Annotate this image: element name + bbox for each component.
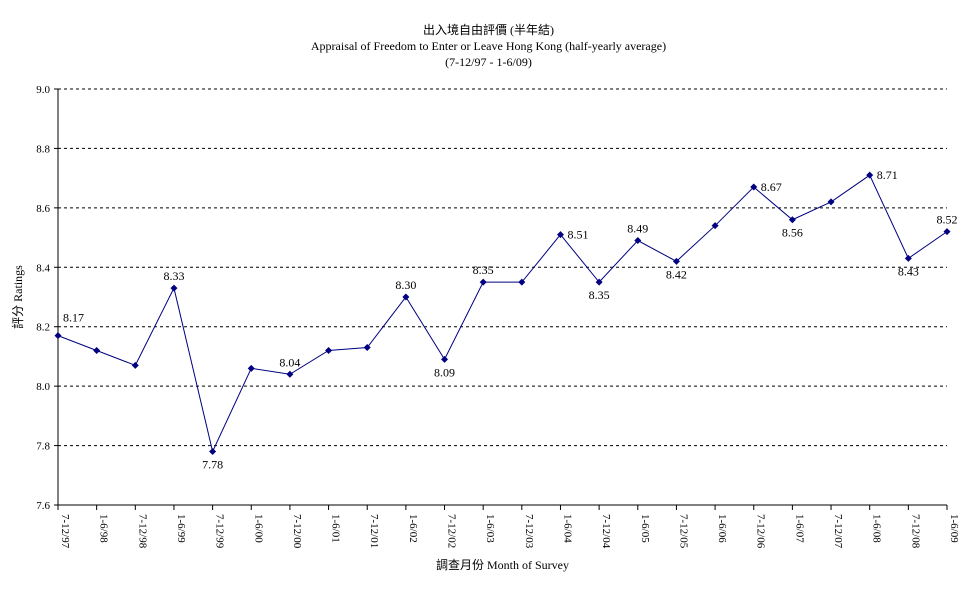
x-tick-label: 7-12/01 — [368, 514, 380, 548]
x-tick-label: 1-6/98 — [98, 514, 110, 543]
data-point — [556, 231, 564, 239]
data-label: 8.51 — [567, 228, 588, 242]
y-tick-label: 7.8 — [36, 441, 50, 453]
data-point — [672, 257, 680, 265]
x-tick-label: 7-12/04 — [600, 514, 612, 549]
x-axis-title: 調查月份 Month of Survey — [436, 558, 569, 572]
data-label: 8.09 — [434, 365, 455, 379]
x-tick-label: 1-6/02 — [407, 514, 419, 543]
series-line — [57, 174, 948, 454]
y-tick-label: 9.0 — [36, 84, 50, 96]
x-tick-label: 1-6/06 — [716, 514, 728, 543]
x-tick-label: 1-6/03 — [484, 514, 496, 543]
y-tick-label: 7.6 — [36, 500, 50, 512]
data-label: 8.04 — [279, 355, 300, 369]
x-tick-label: 1-6/01 — [330, 514, 342, 543]
data-label: 8.30 — [395, 278, 416, 292]
data-label: 7.78 — [202, 458, 223, 472]
x-tick-label: 7-12/99 — [214, 514, 226, 549]
x-tick-label: 7-12/97 — [59, 514, 71, 549]
x-tick-label: 7-12/00 — [291, 514, 303, 549]
data-point — [634, 237, 642, 245]
x-tick-label: 1-6/04 — [561, 514, 573, 543]
data-point — [325, 346, 333, 354]
x-tick-label: 7-12/02 — [446, 514, 458, 548]
x-tick-label: 1-6/07 — [793, 514, 805, 543]
x-tick-label: 7-12/98 — [136, 514, 148, 549]
data-point — [827, 198, 835, 206]
y-axis-title: 評分 Ratings — [10, 265, 25, 329]
data-label: 8.17 — [63, 311, 84, 325]
y-tick-label: 8.4 — [36, 262, 50, 274]
data-point — [518, 278, 526, 286]
data-point — [479, 278, 487, 286]
data-point — [209, 448, 217, 456]
data-point — [943, 228, 951, 236]
x-tick-label: 1-6/09 — [948, 514, 960, 543]
data-point — [93, 346, 101, 354]
x-tick-label: 7-12/03 — [523, 514, 535, 549]
data-point — [170, 284, 178, 292]
data-label: 8.67 — [761, 180, 782, 194]
y-tick-label: 8.8 — [36, 143, 50, 155]
x-tick-label: 7-12/05 — [677, 514, 689, 549]
data-label: 8.52 — [937, 213, 958, 227]
data-point — [866, 171, 874, 179]
data-label: 8.43 — [898, 264, 919, 278]
data-point — [788, 216, 796, 224]
x-tick-label: 7-12/06 — [755, 514, 767, 549]
chart-period: (7-12/97 - 1-6/09) — [445, 55, 532, 69]
x-tick-label: 1-6/08 — [871, 514, 883, 543]
data-point — [131, 361, 139, 369]
data-label: 8.56 — [782, 226, 803, 240]
data-label: 8.71 — [877, 168, 898, 182]
chart-subtitle: Appraisal of Freedom to Enter or Leave H… — [310, 39, 667, 53]
data-point — [363, 344, 371, 352]
data-point — [402, 293, 410, 301]
data-label: 8.42 — [666, 267, 687, 281]
x-tick-label: 1-6/05 — [639, 514, 651, 543]
chart-title-block: 出入境自由評價 (半年結) Appraisal of Freedom to En… — [0, 22, 977, 70]
x-tick-label: 7-12/07 — [832, 514, 844, 549]
x-tick-label: 1-6/99 — [175, 514, 187, 543]
x-tick-label: 7-12/08 — [909, 514, 921, 549]
data-point — [247, 364, 255, 372]
chart-title: 出入境自由評價 (半年結) — [423, 23, 554, 37]
data-label: 8.49 — [627, 222, 648, 236]
data-point — [595, 278, 603, 286]
data-point — [54, 332, 62, 340]
data-point — [750, 183, 758, 191]
y-tick-label: 8.0 — [36, 381, 50, 393]
y-tick-label: 8.6 — [36, 203, 50, 215]
data-label: 8.33 — [163, 269, 184, 283]
data-label: 8.35 — [473, 263, 494, 277]
data-point — [286, 370, 294, 378]
y-tick-label: 8.2 — [36, 322, 50, 334]
data-point — [441, 355, 449, 363]
data-label: 8.35 — [589, 288, 610, 302]
x-tick-label: 1-6/00 — [252, 514, 264, 543]
data-point — [711, 222, 719, 230]
data-point — [904, 254, 912, 262]
